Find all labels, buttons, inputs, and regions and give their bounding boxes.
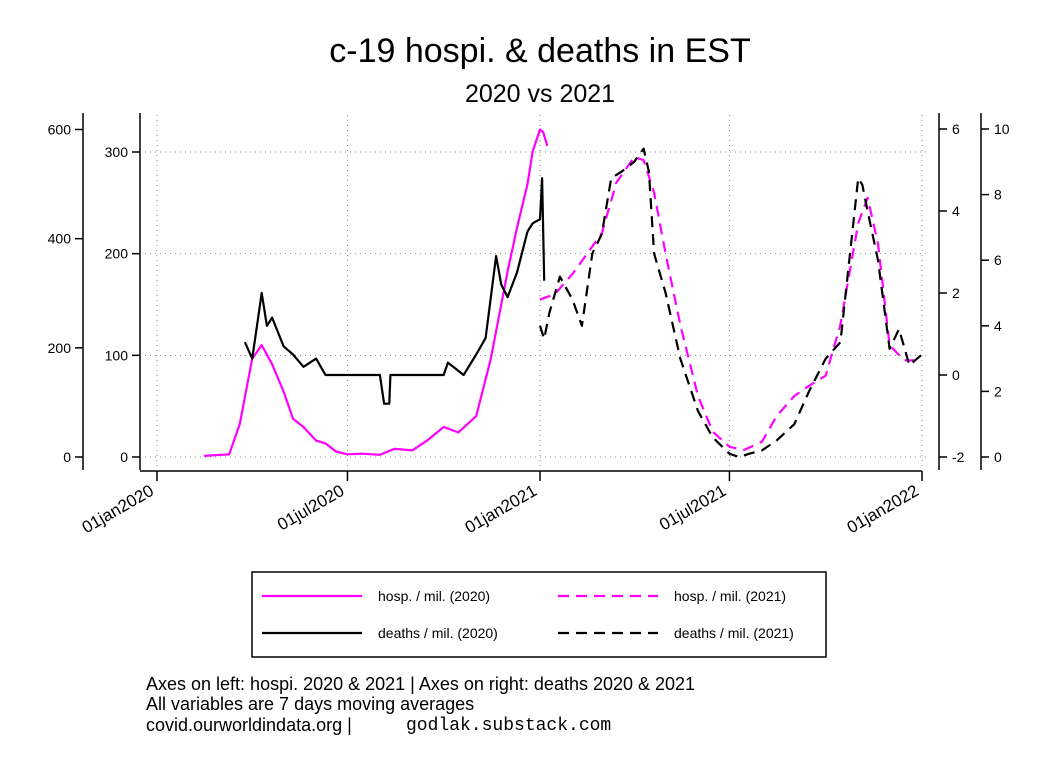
series-lines	[204, 128, 922, 459]
y-axis-hosp-2021-tick-label: 100	[105, 347, 129, 363]
y-axis-hosp-2021-tick-label: 0	[120, 449, 128, 465]
series-line-2	[243, 177, 546, 405]
x-tick-label: 01jan2021	[462, 481, 540, 537]
y-axis-deaths-2021-tick-label: 8	[994, 187, 1002, 203]
series-line-0	[204, 128, 549, 457]
y-axis-hosp-2021-tick-label: 300	[105, 144, 129, 160]
y-axis-deaths-2020-tick-label: 6	[952, 121, 960, 137]
chart-subtitle: 2020 vs 2021	[465, 80, 615, 108]
x-tick-label: 01jul2020	[274, 481, 347, 534]
y-axis-deaths-2021-tick-label: 4	[994, 318, 1002, 334]
legend-label-hosp-2020: hosp. / mil. (2020)	[378, 588, 490, 604]
y-axis-hosp-2020-tick-label: 200	[48, 340, 72, 356]
legend-box	[251, 571, 827, 658]
y-axis-hosp-2021-tick-label: 200	[105, 246, 129, 262]
y-axis-hosp-2020-tick-label: 0	[63, 449, 71, 465]
y-axis-deaths-2021-tick-label: 2	[994, 383, 1002, 399]
note-site: godlak.substack.com	[406, 716, 611, 736]
legend: hosp. / mil. (2020) hosp. / mil. (2021) …	[251, 571, 827, 658]
y-axis-deaths-2020-tick-label: -2	[952, 449, 965, 465]
y-axis-hosp-2020-tick-label: 400	[48, 231, 72, 247]
y-axis-deaths-2021-tick-label: 0	[994, 449, 1002, 465]
series-line-1	[539, 156, 921, 451]
note-axes: Axes on left: hospi. 2020 & 2021 | Axes …	[146, 674, 695, 694]
x-tick-label: 01jan2022	[844, 481, 922, 537]
grid-lines	[145, 115, 930, 466]
legend-label-deaths-2020: deaths / mil. (2020)	[378, 625, 498, 641]
x-tick-label: 01jan2020	[79, 481, 157, 537]
y-axis-deaths-2020-tick-label: 4	[952, 203, 960, 219]
y-axis-deaths-2021-tick-label: 6	[994, 252, 1002, 268]
chart-title: c-19 hospi. & deaths in EST	[329, 32, 750, 70]
note-source: covid.ourworldindata.org |	[146, 715, 352, 735]
y-axis-hosp-2020-tick-label: 600	[48, 122, 72, 138]
legend-label-hosp-2021: hosp. / mil. (2021)	[674, 588, 786, 604]
y-axis-deaths-2021-tick-label: 10	[994, 121, 1010, 137]
series-line-3	[538, 147, 922, 459]
y-axis-deaths-2020-tick-label: 2	[952, 285, 960, 301]
y-axis-deaths-2020-tick-label: 0	[952, 367, 960, 383]
x-tick-label: 01jul2021	[656, 481, 729, 534]
note-moving-average: All variables are 7 days moving averages	[146, 694, 474, 714]
legend-label-deaths-2021: deaths / mil. (2021)	[674, 625, 794, 641]
